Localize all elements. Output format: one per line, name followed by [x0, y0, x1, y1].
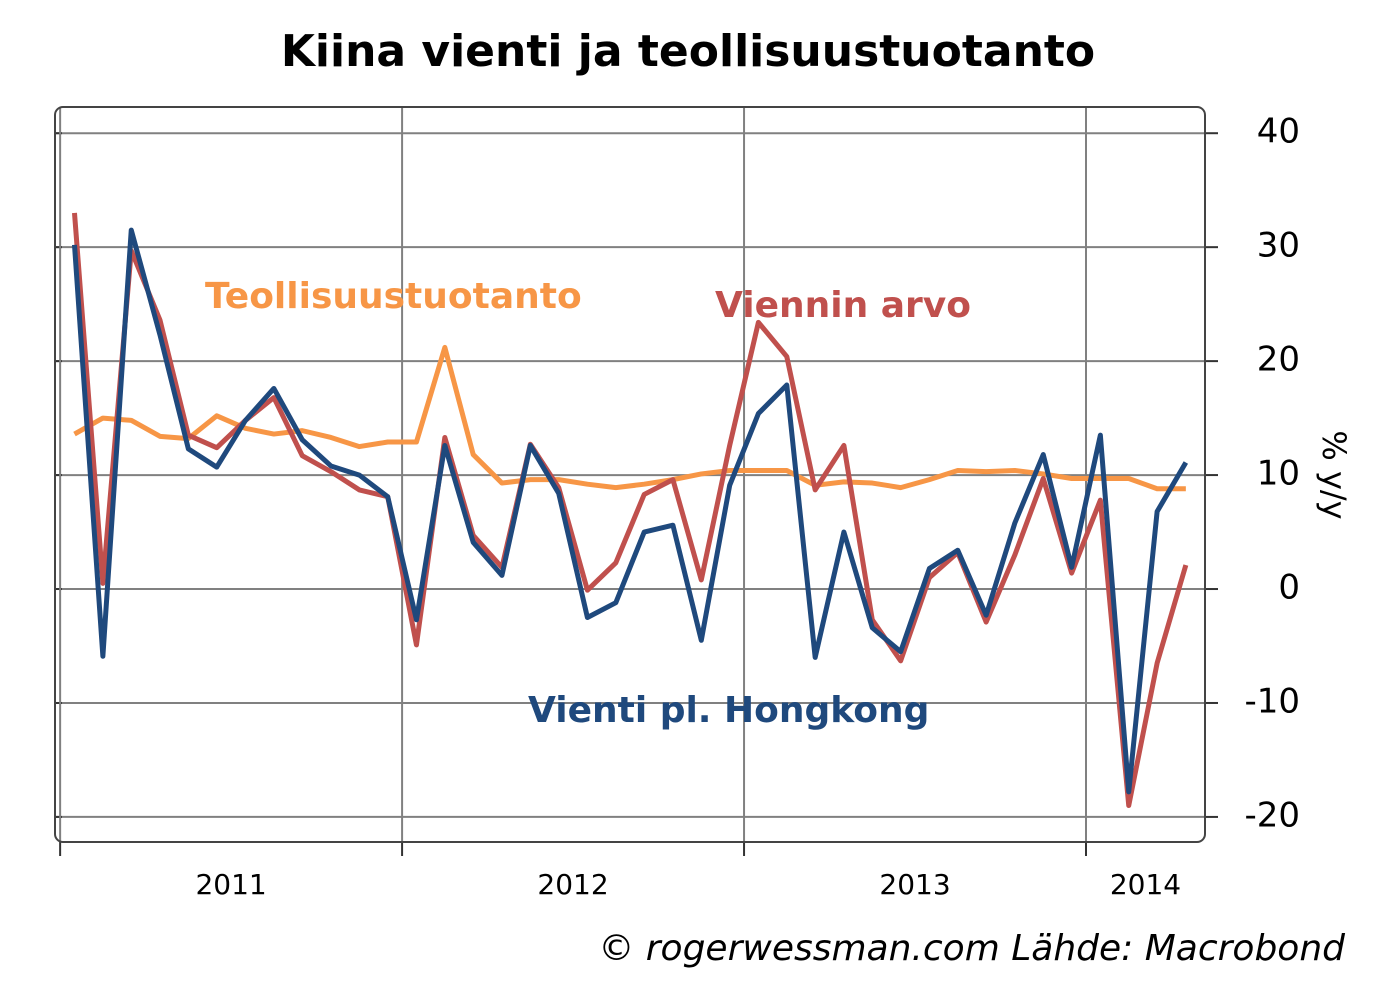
source-note: © rogerwessman.com Lähde: Macrobond [598, 928, 1346, 969]
y-tick-label: -20 [1244, 795, 1300, 835]
y-tick-label: 40 [1257, 112, 1300, 152]
series-line [73, 344, 1186, 492]
x-tick-label: 2012 [537, 868, 608, 901]
x-tick-label: 2011 [195, 868, 266, 901]
y-tick-label: 10 [1257, 454, 1300, 494]
y-axis-label: % y/y [1315, 430, 1353, 519]
y-tick-label: -10 [1244, 681, 1300, 721]
series-label: Vienti pl. Hongkong [528, 690, 929, 731]
series-line [71, 227, 1189, 795]
series-label: Teollisuustuotanto [205, 276, 582, 317]
y-tick-label: 0 [1278, 568, 1300, 608]
plot-frame [54, 106, 1206, 843]
y-tick-label: 30 [1257, 226, 1300, 266]
x-tick-label: 2013 [879, 868, 950, 901]
series-label: Viennin arvo [715, 285, 971, 326]
chart-title: Kiina vienti ja teollisuustuotanto [281, 26, 1095, 77]
series-line [71, 212, 1189, 809]
y-tick-label: 20 [1257, 340, 1300, 380]
x-tick-label: 2014 [1110, 868, 1181, 901]
